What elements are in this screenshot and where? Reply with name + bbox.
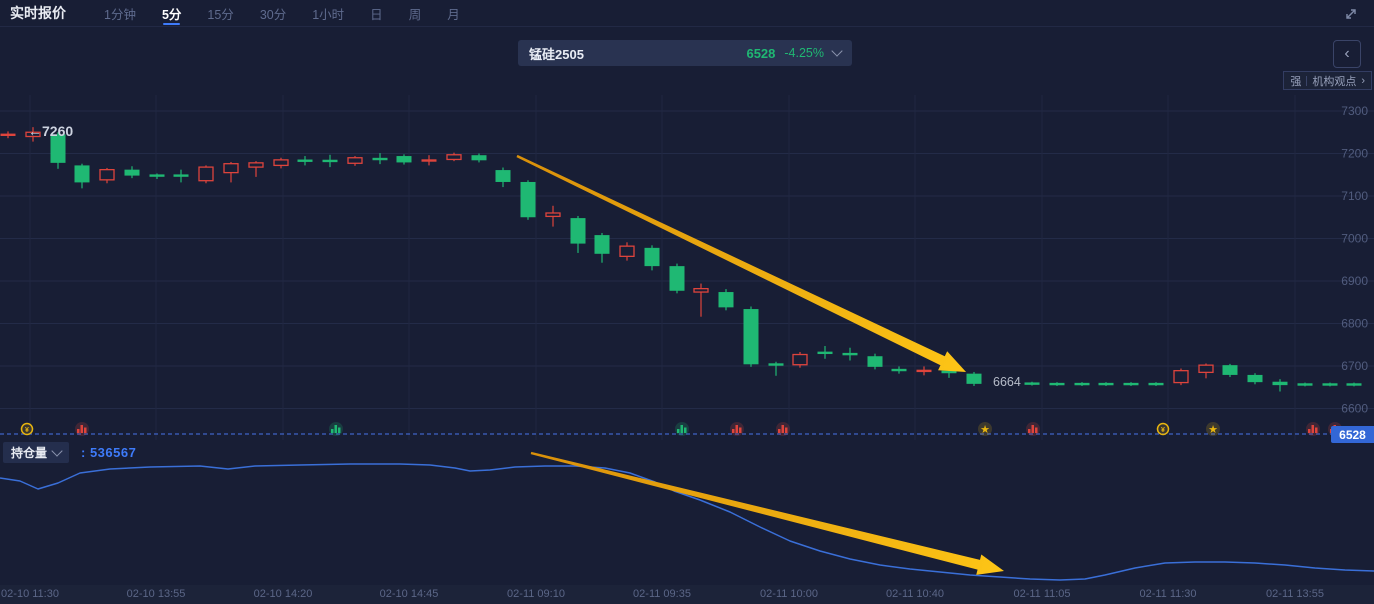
chevron-down-icon bbox=[831, 45, 843, 57]
time-label: 02-11 11:30 bbox=[1139, 588, 1197, 600]
candlestick-chart-region[interactable] bbox=[0, 95, 1374, 440]
interval-tabs: 1分钟 5分 15分 30分 1小时 日 周 月 bbox=[104, 0, 460, 26]
insight-label: 机构观点 bbox=[1312, 75, 1357, 88]
current-price-badge: 6528 bbox=[1331, 426, 1374, 443]
tab-week[interactable]: 周 bbox=[408, 7, 422, 22]
tab-30min[interactable]: 30分 bbox=[259, 7, 287, 22]
collapse-panel-button[interactable]: ‹ bbox=[1333, 40, 1361, 68]
time-label: 02-11 10:40 bbox=[886, 588, 944, 600]
indicator-label: 持仓量 bbox=[11, 446, 48, 460]
time-label: 02-10 14:45 bbox=[379, 588, 439, 600]
time-label: 02-11 10:00 bbox=[760, 588, 818, 600]
time-label: 02-11 09:10 bbox=[507, 588, 565, 600]
tab-5min[interactable]: 5分 bbox=[162, 0, 181, 26]
time-axis: 02-10 11:30 02-10 13:55 02-10 14:20 02-10 1… bbox=[0, 585, 1374, 604]
page-title: 实时报价 bbox=[10, 5, 66, 21]
contract-change: -4.25% bbox=[784, 46, 824, 60]
open-interest-chart-region[interactable] bbox=[0, 466, 1374, 585]
tab-1min[interactable]: 1分钟 bbox=[104, 7, 136, 22]
tab-15min[interactable]: 15分 bbox=[207, 7, 234, 22]
institution-view-badge[interactable]: 强 机构观点 › bbox=[1283, 71, 1372, 90]
chevron-right-icon: › bbox=[1361, 74, 1365, 87]
chevron-left-icon: ‹ bbox=[1344, 45, 1350, 62]
time-label: 02-10 11:30 bbox=[1, 588, 59, 600]
open-interest-header: 持仓量 : 536567 bbox=[3, 442, 136, 463]
fullscreen-icon[interactable] bbox=[1342, 5, 1360, 23]
insight-icon: 强 bbox=[1290, 75, 1302, 88]
top-bar: 实时报价 1分钟 5分 15分 30分 1小时 日 周 月 bbox=[0, 0, 1374, 27]
time-label: 02-11 11:05 bbox=[1013, 588, 1071, 600]
contract-selector[interactable]: 锰硅2505 6528 -4.25% bbox=[518, 40, 852, 66]
indicator-value: : 536567 bbox=[81, 445, 137, 460]
contract-name: 锰硅2505 bbox=[529, 46, 584, 62]
tab-month[interactable]: 月 bbox=[447, 7, 460, 22]
time-label: 02-11 13:55 bbox=[1266, 588, 1324, 600]
time-label: 02-10 13:55 bbox=[126, 588, 186, 600]
time-label: 02-10 14:20 bbox=[253, 588, 313, 600]
tab-day[interactable]: 日 bbox=[370, 7, 383, 22]
tab-1hour[interactable]: 1小时 bbox=[312, 7, 345, 22]
contract-price: 6528 bbox=[746, 45, 776, 61]
indicator-selector[interactable]: 持仓量 bbox=[3, 442, 70, 463]
time-label: 02-11 09:35 bbox=[633, 588, 691, 600]
divider bbox=[1306, 75, 1308, 86]
chevron-down-icon bbox=[51, 445, 63, 457]
